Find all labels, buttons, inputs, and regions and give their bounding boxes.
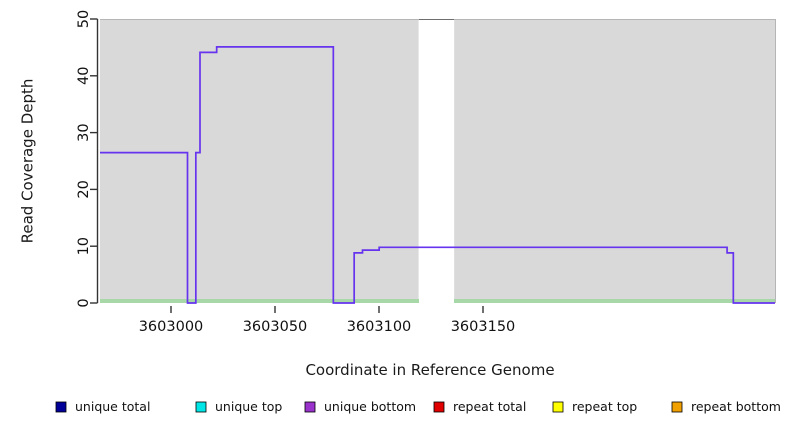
legend-label-unique-bottom: unique bottom: [324, 399, 416, 414]
series-unique-bottom: [100, 45, 775, 304]
baseline-band: [100, 299, 775, 303]
y-axis: 0 10 20 30 40 50: [76, 10, 99, 308]
legend-swatch-icon: [433, 401, 445, 413]
x-tick-label-3603150: 3603150: [451, 319, 516, 335]
y-tick-label-40: 40: [76, 67, 92, 85]
x-tick-label-3603000: 3603000: [139, 319, 204, 335]
legend-item-unique-total: unique total: [55, 399, 150, 414]
legend-item-unique-top: unique top: [195, 399, 282, 414]
x-tick-label-3603100: 3603100: [347, 319, 412, 335]
y-tick-label-50: 50: [76, 10, 92, 28]
legend-label-unique-total: unique total: [75, 399, 150, 414]
shaded-region-right: [454, 19, 775, 303]
chart-legend: unique total unique top unique bottom re…: [55, 399, 781, 414]
coverage-gap-region: [418, 19, 455, 303]
legend-swatch-icon: [195, 401, 207, 413]
legend-item-unique-bottom: unique bottom: [304, 399, 416, 414]
legend-item-repeat-top: repeat top: [552, 399, 637, 414]
shaded-region-left: [100, 19, 419, 303]
y-tick-label-20: 20: [76, 180, 92, 198]
y-tick-label-30: 30: [76, 123, 92, 141]
legend-item-repeat-bottom: repeat bottom: [671, 399, 781, 414]
trace-unique-bottom: [100, 45, 775, 304]
x-axis: 3603000 3603050 3603100 3603150: [139, 306, 516, 335]
x-tick-label-3603050: 3603050: [243, 319, 308, 335]
legend-label-repeat-top: repeat top: [572, 399, 637, 414]
legend-label-repeat-bottom: repeat bottom: [691, 399, 781, 414]
x-axis-title: Coordinate in Reference Genome: [305, 361, 554, 379]
legend-swatch-icon: [671, 401, 683, 413]
y-tick-label-10: 10: [76, 237, 92, 255]
y-axis-title: Read Coverage Depth: [19, 79, 37, 244]
legend-label-unique-top: unique top: [215, 399, 282, 414]
legend-swatch-icon: [55, 401, 67, 413]
legend-swatch-icon: [304, 401, 316, 413]
legend-swatch-icon: [552, 401, 564, 413]
y-tick-label-0: 0: [76, 298, 92, 307]
legend-item-repeat-total: repeat total: [433, 399, 526, 414]
plot-panel: [100, 19, 776, 303]
legend-label-repeat-total: repeat total: [453, 399, 526, 414]
